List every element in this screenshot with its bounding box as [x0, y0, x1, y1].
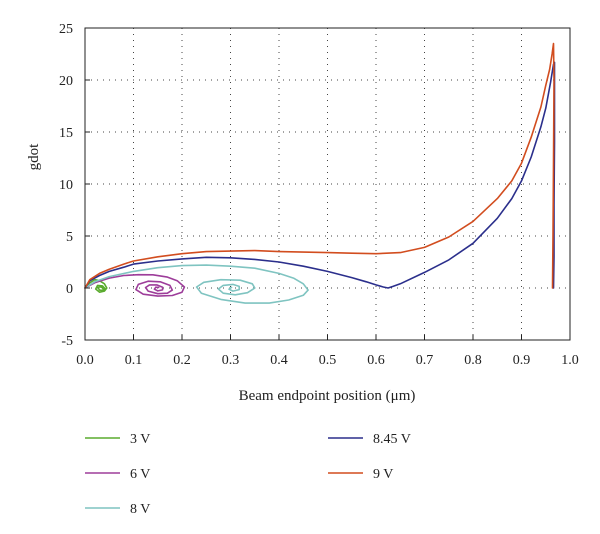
x-tick-label: 0.4: [270, 353, 288, 368]
grid: [85, 28, 570, 340]
legend: 3 V 6 V 8 V 8.45 V 9 V: [85, 432, 411, 517]
legend-label: 9 V: [373, 467, 393, 482]
y-tick-label: 25: [59, 22, 73, 37]
x-tick-label: 0.1: [125, 353, 143, 368]
y-tick-label: -5: [61, 334, 73, 349]
x-axis-ticks: 0.0 0.1 0.2 0.3 0.4 0.5 0.6 0.7 0.8 0.9 1.0: [76, 335, 579, 368]
x-tick-label: 0.5: [319, 353, 337, 368]
series-line-9-v: [84, 42, 555, 289]
x-tick-label: 1.0: [561, 353, 579, 368]
x-axis-label: Beam endpoint position (μm): [239, 388, 416, 404]
y-tick-label: 0: [66, 282, 73, 297]
x-tick-label: 0.7: [416, 353, 434, 368]
series-line-8-v: [84, 264, 309, 304]
y-tick-label: 5: [66, 230, 73, 245]
y-tick-label: 20: [59, 74, 73, 89]
x-tick-label: 0.6: [367, 353, 385, 368]
series-lines: [84, 42, 556, 304]
x-tick-label: 0.0: [76, 353, 94, 368]
y-tick-label: 10: [59, 178, 73, 193]
x-tick-label: 0.3: [222, 353, 240, 368]
series-line-8-45-v: [84, 61, 556, 289]
series-line-6-v: [84, 273, 186, 297]
legend-label: 6 V: [130, 467, 150, 482]
y-tick-label: 15: [59, 126, 73, 141]
legend-label: 8.45 V: [373, 432, 411, 447]
x-tick-label: 0.9: [513, 353, 531, 368]
x-tick-label: 0.8: [464, 353, 482, 368]
legend-label: 3 V: [130, 432, 150, 447]
legend-label: 8 V: [130, 502, 150, 517]
y-axis-label: gdot: [26, 143, 42, 171]
y-axis-ticks: -5 0 5 10 15 20 25: [59, 22, 90, 349]
x-tick-label: 0.2: [173, 353, 191, 368]
